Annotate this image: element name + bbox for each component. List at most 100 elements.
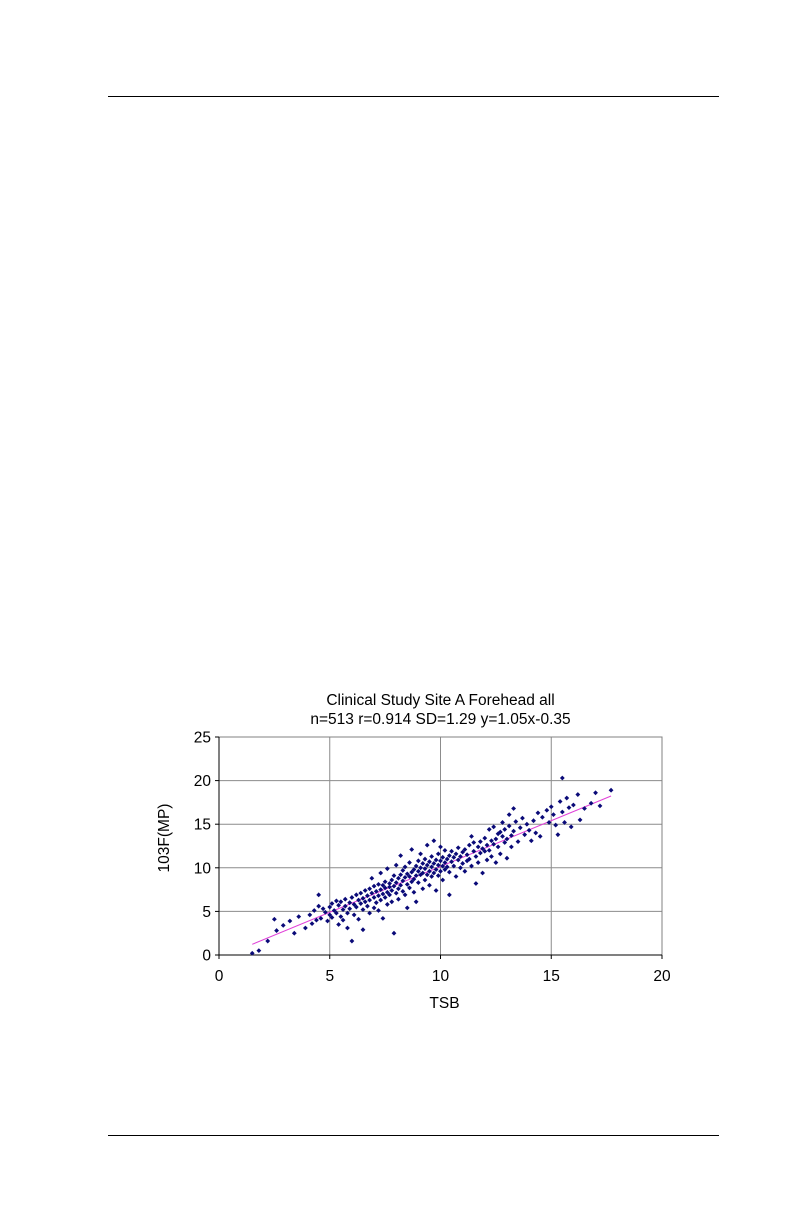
data-point	[477, 839, 483, 845]
data-point	[398, 853, 404, 858]
y-tick-label: 0	[202, 948, 211, 965]
data-point	[318, 915, 324, 921]
data-point	[360, 907, 366, 913]
data-point	[378, 897, 384, 903]
data-point	[500, 834, 505, 839]
data-point	[331, 908, 337, 913]
data-point	[402, 864, 408, 870]
data-point	[608, 787, 614, 793]
data-point	[378, 870, 384, 876]
data-point	[280, 922, 286, 928]
data-point	[404, 871, 410, 877]
data-point	[378, 887, 384, 892]
data-point	[384, 889, 390, 895]
data-point	[340, 907, 346, 913]
data-point	[404, 881, 410, 887]
data-point	[404, 905, 410, 911]
data-point	[418, 872, 423, 878]
data-point	[504, 855, 510, 861]
data-point	[427, 882, 432, 888]
data-point	[369, 875, 375, 881]
data-point	[508, 844, 514, 850]
data-point	[391, 873, 397, 879]
data-point	[429, 874, 435, 879]
data-point	[407, 860, 412, 865]
y-tick-label: 10	[194, 860, 212, 877]
data-point	[256, 948, 262, 954]
data-point	[351, 912, 357, 918]
data-point	[442, 867, 448, 872]
data-point	[471, 848, 477, 854]
data-point	[513, 819, 519, 824]
data-point	[387, 892, 392, 898]
data-point	[314, 917, 319, 923]
data-point	[446, 892, 452, 898]
data-point	[274, 928, 279, 933]
data-point	[380, 882, 386, 888]
data-point	[407, 874, 412, 879]
data-point	[400, 888, 406, 894]
data-point	[444, 864, 450, 870]
data-point	[462, 868, 468, 874]
data-point	[438, 844, 443, 850]
data-point	[464, 852, 470, 858]
data-point	[325, 918, 330, 924]
data-point	[349, 895, 355, 900]
data-point	[358, 890, 364, 896]
data-point	[291, 930, 297, 936]
data-point	[506, 823, 512, 829]
data-point	[353, 892, 359, 898]
data-point	[327, 912, 333, 918]
data-point	[415, 880, 421, 886]
data-point	[593, 790, 598, 796]
data-point	[429, 854, 435, 859]
data-point	[564, 795, 570, 801]
data-point	[491, 841, 497, 847]
data-point	[424, 872, 430, 878]
data-point	[365, 893, 370, 899]
chart-subtitle: n=513 r=0.914 SD=1.29 y=1.05x-0.35	[310, 711, 571, 728]
data-point	[345, 910, 350, 916]
data-point	[482, 848, 488, 854]
data-point	[508, 833, 514, 838]
data-point	[497, 829, 503, 835]
data-point	[482, 835, 488, 841]
data-point	[471, 840, 477, 845]
x-tick-label: 10	[432, 968, 450, 985]
data-point	[422, 877, 428, 883]
data-point	[265, 938, 271, 944]
points-layer	[249, 775, 614, 956]
data-point	[431, 861, 437, 866]
data-point	[307, 912, 313, 918]
data-point	[407, 885, 412, 891]
data-point	[555, 832, 561, 838]
data-point	[484, 857, 490, 863]
data-point	[342, 896, 348, 902]
data-point	[466, 842, 472, 848]
data-point	[504, 836, 510, 842]
data-point	[559, 809, 565, 815]
data-point	[413, 899, 419, 905]
data-point	[389, 888, 395, 893]
y-tick-label: 15	[194, 817, 211, 834]
chart-title: Clinical Study Site A Forehead all	[326, 692, 555, 709]
data-point	[347, 900, 353, 906]
data-point	[391, 930, 397, 936]
data-point	[376, 893, 381, 899]
y-tick-label: 25	[194, 730, 211, 747]
data-point	[420, 886, 426, 892]
data-point	[287, 918, 293, 924]
data-point	[515, 839, 521, 845]
data-point	[497, 851, 503, 857]
data-point	[475, 860, 481, 865]
data-point	[597, 803, 603, 809]
data-point	[402, 874, 408, 880]
data-point	[557, 799, 563, 804]
data-point	[336, 902, 342, 908]
data-point	[582, 806, 587, 811]
data-point	[415, 858, 421, 864]
data-point	[400, 878, 406, 884]
data-point	[433, 867, 439, 872]
data-point	[358, 901, 364, 906]
data-point	[486, 827, 492, 832]
